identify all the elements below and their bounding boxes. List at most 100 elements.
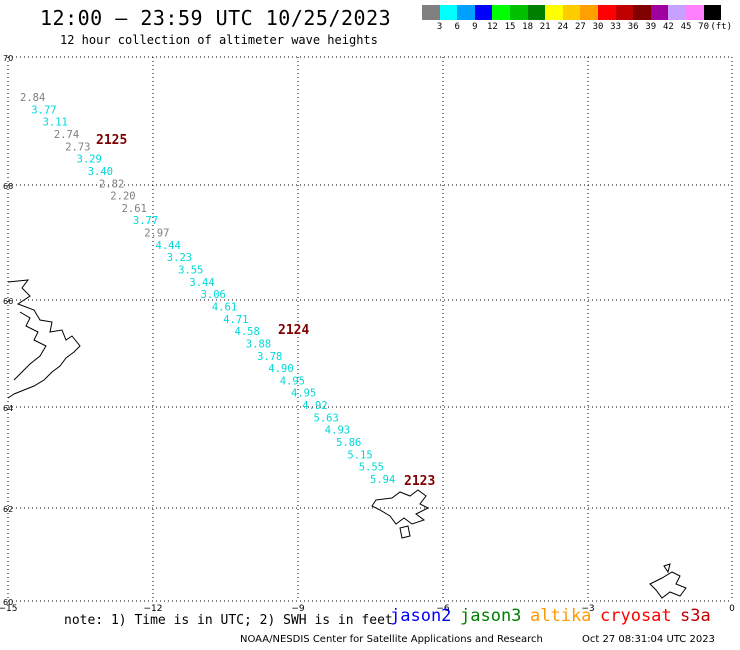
scale-label: 45 (680, 22, 692, 32)
swh-reading: 4.58 (235, 326, 260, 338)
swh-reading: 3.11 (43, 117, 68, 129)
scale-swatch (562, 5, 581, 20)
scale-unit: (ft) (710, 22, 733, 32)
swh-reading: 4.95 (291, 388, 316, 400)
scale-swatch (597, 5, 616, 20)
page-subtitle: 12 hour collection of altimeter wave hei… (60, 33, 378, 47)
grid-lines (7, 56, 733, 602)
scale-swatch (509, 5, 528, 20)
swh-reading: 3.29 (77, 154, 102, 166)
swh-reading: 2.20 (110, 191, 135, 203)
lon-label: −15 (0, 604, 18, 614)
lon-label: −12 (144, 604, 163, 614)
scale-label: 42 (662, 22, 674, 32)
scale-swatch (633, 5, 651, 20)
scale-label: 21 (539, 22, 551, 32)
swh-reading: 3.23 (167, 252, 192, 264)
lat-label: 62 (3, 505, 13, 514)
scale-swatch (668, 5, 686, 20)
swh-reading: 4.90 (268, 363, 293, 375)
scale-swatch (422, 5, 440, 20)
swh-reading: 4.44 (156, 240, 181, 252)
scale-label: 27 (574, 22, 586, 32)
axis-labels: 70 68 66 64 62 60−15 −12 −9 −6 −3 0 (0, 54, 735, 614)
scale-swatch (474, 5, 493, 20)
swh-reading: 2.97 (144, 228, 169, 240)
scale-label: 24 (557, 22, 569, 32)
scale-swatch (685, 5, 704, 20)
scale-swatch (439, 5, 458, 20)
shetland-coast (649, 571, 687, 599)
swh-reading: 3.78 (257, 351, 282, 363)
scale-swatch (703, 5, 722, 20)
swh-readings: 2.843.773.112.742.733.293.402.822.202.61… (20, 92, 395, 486)
lat-label: 64 (3, 404, 13, 413)
credit-timestamp: Oct 27 08:31:04 UTC 2023 (582, 634, 715, 645)
swh-reading: 3.77 (31, 104, 56, 116)
swh-reading: 4.93 (325, 425, 350, 437)
swh-reading: 2.74 (54, 129, 79, 141)
swh-reading: 5.94 (370, 474, 395, 486)
faroe-islet-1 (399, 525, 411, 539)
scale-label: 70 (698, 22, 710, 32)
legend-jason2: jason2 (390, 606, 452, 626)
swh-reading: 3.06 (201, 289, 226, 301)
scale-label: 3 (436, 22, 443, 32)
scale-swatch (650, 5, 669, 20)
swh-reading: 4.61 (212, 302, 237, 314)
scale-label: 39 (645, 22, 657, 32)
footer-note: note: 1) Time is in UTC; 2) SWH is in fe… (64, 613, 393, 628)
swh-reading: 5.86 (336, 437, 361, 449)
legend-s3a: s3a (680, 606, 711, 626)
swh-reading: 3.77 (133, 215, 158, 227)
scale-swatch (527, 5, 546, 20)
lat-label: 70 (3, 54, 13, 63)
scale-swatch (457, 5, 475, 20)
swh-reading: 3.55 (178, 265, 203, 277)
lat-label: 68 (3, 182, 13, 191)
faroe-coast (371, 489, 430, 525)
iceland-coast-inner (13, 311, 47, 381)
swh-reading: 4.92 (302, 400, 327, 412)
swh-reading: 5.55 (359, 462, 384, 474)
scale-label: 6 (454, 22, 460, 32)
scale-swatch (615, 5, 634, 20)
scale-swatch (492, 5, 510, 20)
credit-line: NOAA/NESDIS Center for Satellite Applica… (240, 634, 543, 645)
lat-label: 60 (3, 598, 13, 607)
swh-reading: 4.71 (223, 314, 248, 326)
swh-reading: 3.44 (189, 277, 214, 289)
legend-altika: altika (530, 606, 592, 626)
pass-label-2124: 2124 (278, 323, 309, 338)
legend-jason3: jason3 (460, 606, 522, 626)
pass-label-2125: 2125 (96, 133, 127, 148)
scale-label: 36 (627, 22, 639, 32)
lon-label: −6 (436, 604, 450, 614)
scale-label: 30 (592, 22, 604, 32)
lon-label: 0 (729, 604, 735, 614)
scale-label: 9 (472, 22, 478, 32)
shetland-islet (663, 563, 671, 574)
swh-reading: 4.95 (280, 375, 305, 387)
scale-label: 12 (486, 22, 498, 32)
swh-reading: 2.73 (65, 141, 90, 153)
swh-reading: 5.15 (347, 449, 372, 461)
iceland-coast (7, 279, 81, 399)
scale-swatch (545, 5, 563, 20)
lon-label: −9 (291, 604, 305, 614)
swh-reading: 2.82 (99, 178, 124, 190)
coastlines (7, 279, 687, 599)
swh-reading: 3.88 (246, 339, 271, 351)
scale-label: 18 (522, 22, 534, 32)
lat-label: 66 (3, 297, 13, 306)
page-title: 12:00 – 23:59 UTC 10/25/2023 (40, 6, 392, 30)
legend-cryosat: cryosat (600, 606, 672, 626)
pass-label-2123: 2123 (404, 474, 435, 489)
lon-label: −3 (581, 604, 594, 614)
scale-label: 33 (610, 22, 622, 32)
swh-reading: 2.61 (122, 203, 147, 215)
swh-reading: 2.84 (20, 92, 45, 104)
scale-label: 15 (504, 22, 516, 32)
color-scale (422, 5, 722, 20)
